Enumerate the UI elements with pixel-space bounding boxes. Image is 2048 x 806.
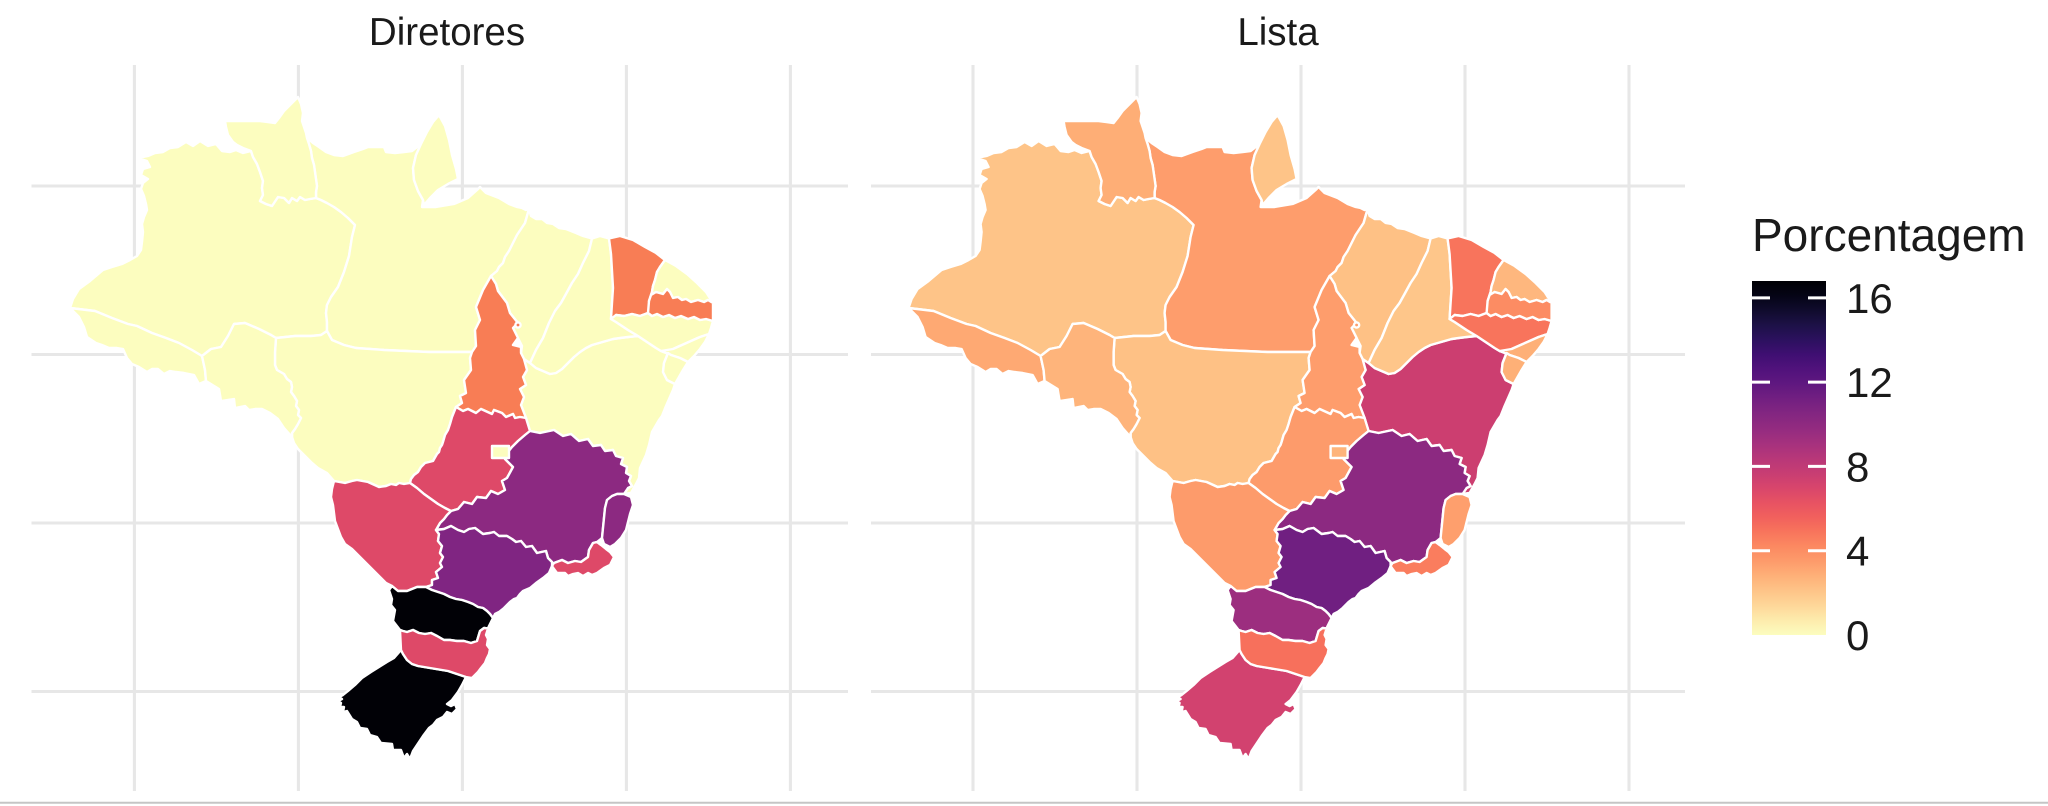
- svg-text:Diretores: Diretores: [369, 11, 525, 54]
- svg-text:8: 8: [1846, 443, 1869, 490]
- svg-text:4: 4: [1846, 528, 1869, 575]
- svg-text:16: 16: [1846, 275, 1893, 322]
- svg-text:Porcentagem: Porcentagem: [1752, 209, 2026, 261]
- svg-text:0: 0: [1846, 612, 1869, 659]
- svg-text:Lista: Lista: [1237, 11, 1319, 54]
- svg-text:12: 12: [1846, 359, 1893, 406]
